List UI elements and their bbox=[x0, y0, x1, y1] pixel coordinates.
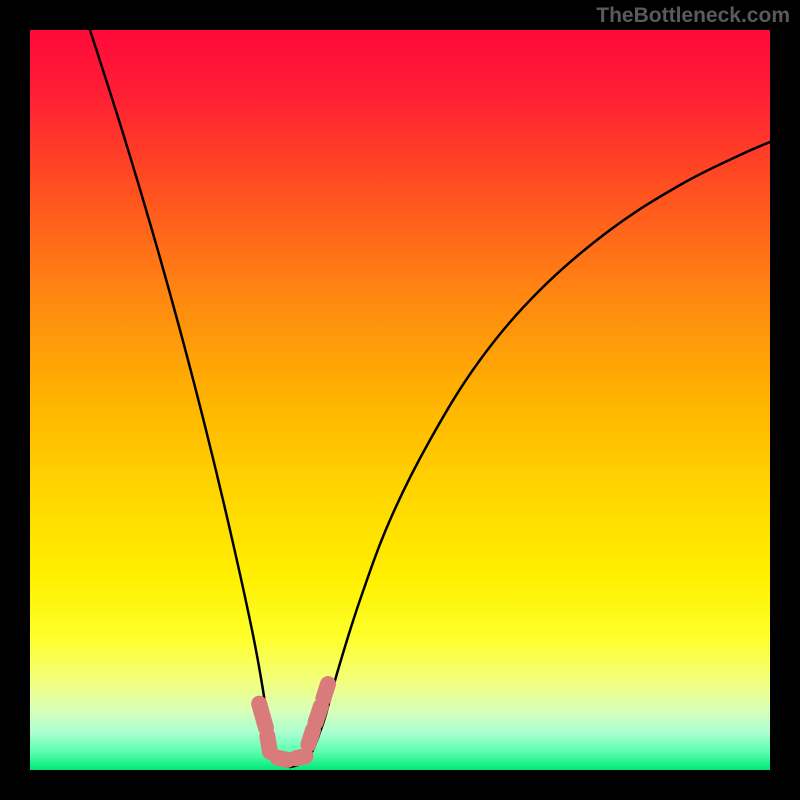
cusp-marker bbox=[313, 674, 338, 708]
plot-area bbox=[30, 30, 770, 770]
watermark-text: TheBottleneck.com bbox=[596, 4, 790, 28]
cusp-markers-layer bbox=[30, 30, 770, 770]
